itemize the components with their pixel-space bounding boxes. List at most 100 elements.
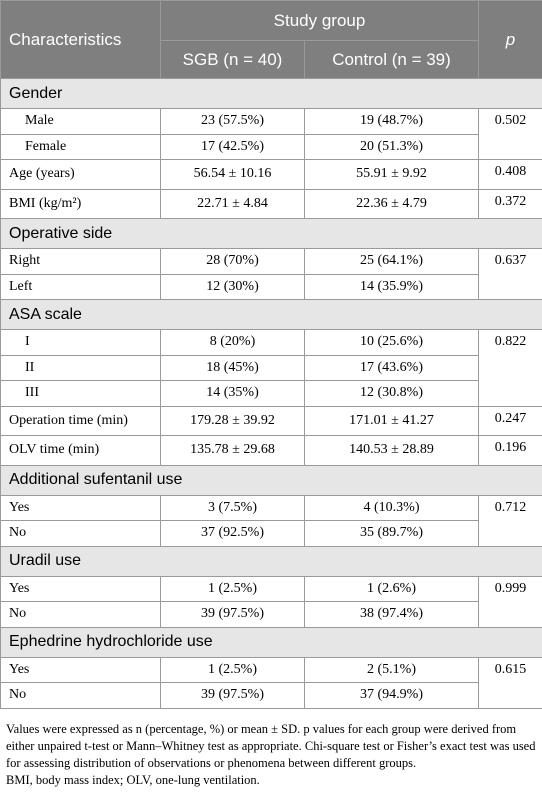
control-value: 4 (10.3%)	[304, 494, 479, 521]
sgb-value: 23 (57.5%)	[160, 108, 305, 135]
data-row: BMI (kg/m²) 22.71 ± 4.84 22.36 ± 4.79 0.372	[0, 188, 542, 219]
sgb-value: 28 (70%)	[160, 248, 305, 275]
control-value: 10 (25.6%)	[304, 329, 479, 356]
row-label: No	[0, 601, 161, 628]
data-row: No 39 (97.5%) 38 (97.4%)	[0, 601, 542, 628]
control-value: 38 (97.4%)	[304, 601, 479, 628]
sgb-value: 18 (45%)	[160, 354, 305, 381]
control-value: 2 (5.1%)	[304, 656, 479, 683]
sgb-value: 12 (30%)	[160, 273, 305, 300]
section-row: Ephedrine hydrochloride use	[0, 626, 542, 658]
data-row: No 37 (92.5%) 35 (89.7%)	[0, 520, 542, 547]
row-label: No	[0, 520, 161, 547]
data-row: II 18 (45%) 17 (43.6%)	[0, 354, 542, 381]
row-label: BMI (kg/m²)	[0, 188, 161, 219]
p-value: 0.999	[478, 575, 542, 628]
data-row: Yes 3 (7.5%) 4 (10.3%) 0.712	[0, 494, 542, 547]
p-value: 0.502	[478, 108, 542, 160]
row-label: Yes	[0, 656, 161, 683]
header-row: Characteristics Study group p	[0, 0, 542, 79]
sgb-value: 39 (97.5%)	[160, 682, 305, 709]
sgb-value: 1 (2.5%)	[160, 656, 305, 683]
control-value: 22.36 ± 4.79	[304, 188, 479, 219]
footnote: Values were expressed as n (percentage, …	[6, 721, 536, 770]
p-value: 0.196	[478, 435, 542, 466]
sgb-value: 17 (42.5%)	[160, 133, 305, 160]
data-row: III 14 (35%) 12 (30.8%)	[0, 380, 542, 407]
header-cell: Study group	[160, 0, 479, 41]
row-label: II	[0, 354, 161, 381]
header-cell: Characteristics	[0, 0, 161, 79]
control-value: 37 (94.9%)	[304, 682, 479, 709]
p-value: 0.637	[478, 248, 542, 300]
section-row: ASA scale	[0, 299, 542, 330]
row-label: I	[0, 329, 161, 356]
row-label: Age (years)	[0, 159, 161, 190]
section-title: Gender	[0, 78, 542, 109]
row-label: OLV time (min)	[0, 435, 161, 466]
p-value: 0.712	[478, 494, 542, 547]
row-label: Male	[0, 108, 161, 135]
sgb-value: 37 (92.5%)	[160, 520, 305, 547]
header-cell: SGB (n = 40)	[160, 40, 305, 79]
control-value: 19 (48.7%)	[304, 108, 479, 135]
section-title: Uradil use	[0, 545, 542, 577]
sgb-value: 22.71 ± 4.84	[160, 188, 305, 219]
sgb-value: 14 (35%)	[160, 380, 305, 407]
section-row: Additional sufentanil use	[0, 464, 542, 496]
data-row: No 39 (97.5%) 37 (94.9%)	[0, 682, 542, 709]
control-value: 140.53 ± 28.89	[304, 435, 479, 466]
data-row: Yes 1 (2.5%) 2 (5.1%) 0.615	[0, 656, 542, 709]
control-value: 35 (89.7%)	[304, 520, 479, 547]
data-row: Male 23 (57.5%) 19 (48.7%) 0.502	[0, 108, 542, 160]
sgb-value: 56.54 ± 10.16	[160, 159, 305, 190]
control-value: 171.01 ± 41.27	[304, 405, 479, 436]
section-row: Uradil use	[0, 545, 542, 577]
section-row: Gender	[0, 78, 542, 109]
data-row: Right 28 (70%) 25 (64.1%) 0.637	[0, 248, 542, 300]
row-label: Left	[0, 273, 161, 300]
header-cell: Control (n = 39)	[304, 40, 479, 79]
control-value: 55.91 ± 9.92	[304, 159, 479, 190]
section-title: Additional sufentanil use	[0, 464, 542, 496]
row-label: Right	[0, 248, 161, 275]
p-value: 0.247	[478, 405, 542, 436]
row-label: Operation time (min)	[0, 405, 161, 436]
section-title: ASA scale	[0, 299, 542, 330]
footnotes: Values were expressed as n (percentage, …	[0, 709, 542, 789]
p-value: 0.615	[478, 656, 542, 709]
sgb-value: 135.78 ± 29.68	[160, 435, 305, 466]
control-value: 14 (35.9%)	[304, 273, 479, 300]
sgb-value: 39 (97.5%)	[160, 601, 305, 628]
row-label: Yes	[0, 575, 161, 602]
data-row: Operation time (min) 179.28 ± 39.92 171.01…	[0, 405, 542, 436]
section-row: Operative side	[0, 218, 542, 249]
section-title: Operative side	[0, 218, 542, 249]
row-label: III	[0, 380, 161, 407]
sgb-value: 179.28 ± 39.92	[160, 405, 305, 436]
p-value: 0.372	[478, 188, 542, 219]
control-value: 20 (51.3%)	[304, 133, 479, 160]
row-label: No	[0, 682, 161, 709]
p-value: 0.822	[478, 329, 542, 407]
sgb-value: 1 (2.5%)	[160, 575, 305, 602]
section-title: Ephedrine hydrochloride use	[0, 626, 542, 658]
data-row: Left 12 (30%) 14 (35.9%)	[0, 273, 542, 300]
data-row: Yes 1 (2.5%) 1 (2.6%) 0.999	[0, 575, 542, 628]
control-value: 12 (30.8%)	[304, 380, 479, 407]
row-label: Yes	[0, 494, 161, 521]
row-label: Female	[0, 133, 161, 160]
p-value: 0.408	[478, 159, 542, 190]
header-cell: p	[478, 0, 542, 79]
control-value: 1 (2.6%)	[304, 575, 479, 602]
header-row: SGB (n = 40) Control (n = 39)	[1, 40, 542, 79]
results-table: Characteristics Study group p SGB (n = 4…	[0, 0, 542, 709]
footnote: BMI, body mass index; OLV, one-lung vent…	[6, 772, 260, 787]
data-row: Age (years) 56.54 ± 10.16 55.91 ± 9.92 0.40…	[0, 159, 542, 190]
data-row: OLV time (min) 135.78 ± 29.68 140.53 ± 28.…	[0, 435, 542, 466]
sgb-value: 8 (20%)	[160, 329, 305, 356]
control-value: 25 (64.1%)	[304, 248, 479, 275]
data-row: Female 17 (42.5%) 20 (51.3%)	[0, 133, 542, 160]
